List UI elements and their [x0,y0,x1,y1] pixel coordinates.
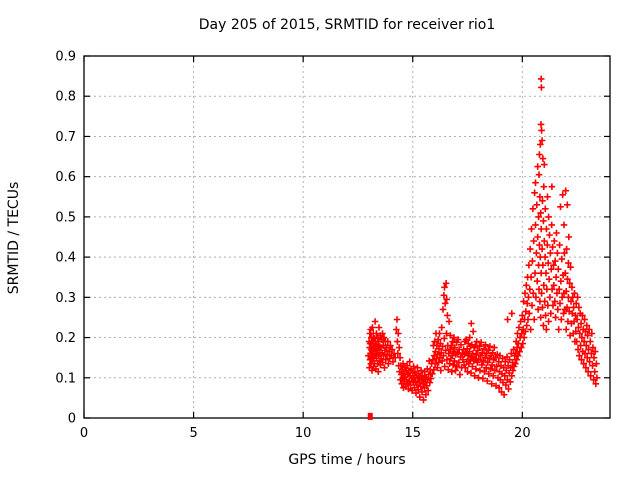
x-tick-label: 0 [80,426,88,441]
y-tick-label: 0.8 [55,90,76,105]
chart-title: Day 205 of 2015, SRMTID for receiver rio… [198,17,496,33]
y-tick-label: 0.6 [55,170,76,185]
x-tick-label: 20 [514,426,531,441]
x-axis-label: GPS time / hours [288,452,406,468]
y-tick-label: 0.2 [55,331,76,346]
y-tick-label: 0.1 [55,371,76,386]
y-tick-label: 0.4 [55,251,76,266]
x-tick-label: 5 [189,426,197,441]
x-tick-label: 15 [404,426,421,441]
x-tick-label: 10 [295,426,312,441]
y-tick-label: 0.3 [55,291,76,306]
data-points-plus [365,75,601,404]
y-tick-label: 0 [68,412,76,427]
plot-border [83,55,611,419]
y-tick-label: 0.9 [55,50,76,65]
y-tick-label: 0.5 [55,210,76,225]
data-point-square [367,412,373,420]
y-tick-label: 0.7 [55,130,76,145]
